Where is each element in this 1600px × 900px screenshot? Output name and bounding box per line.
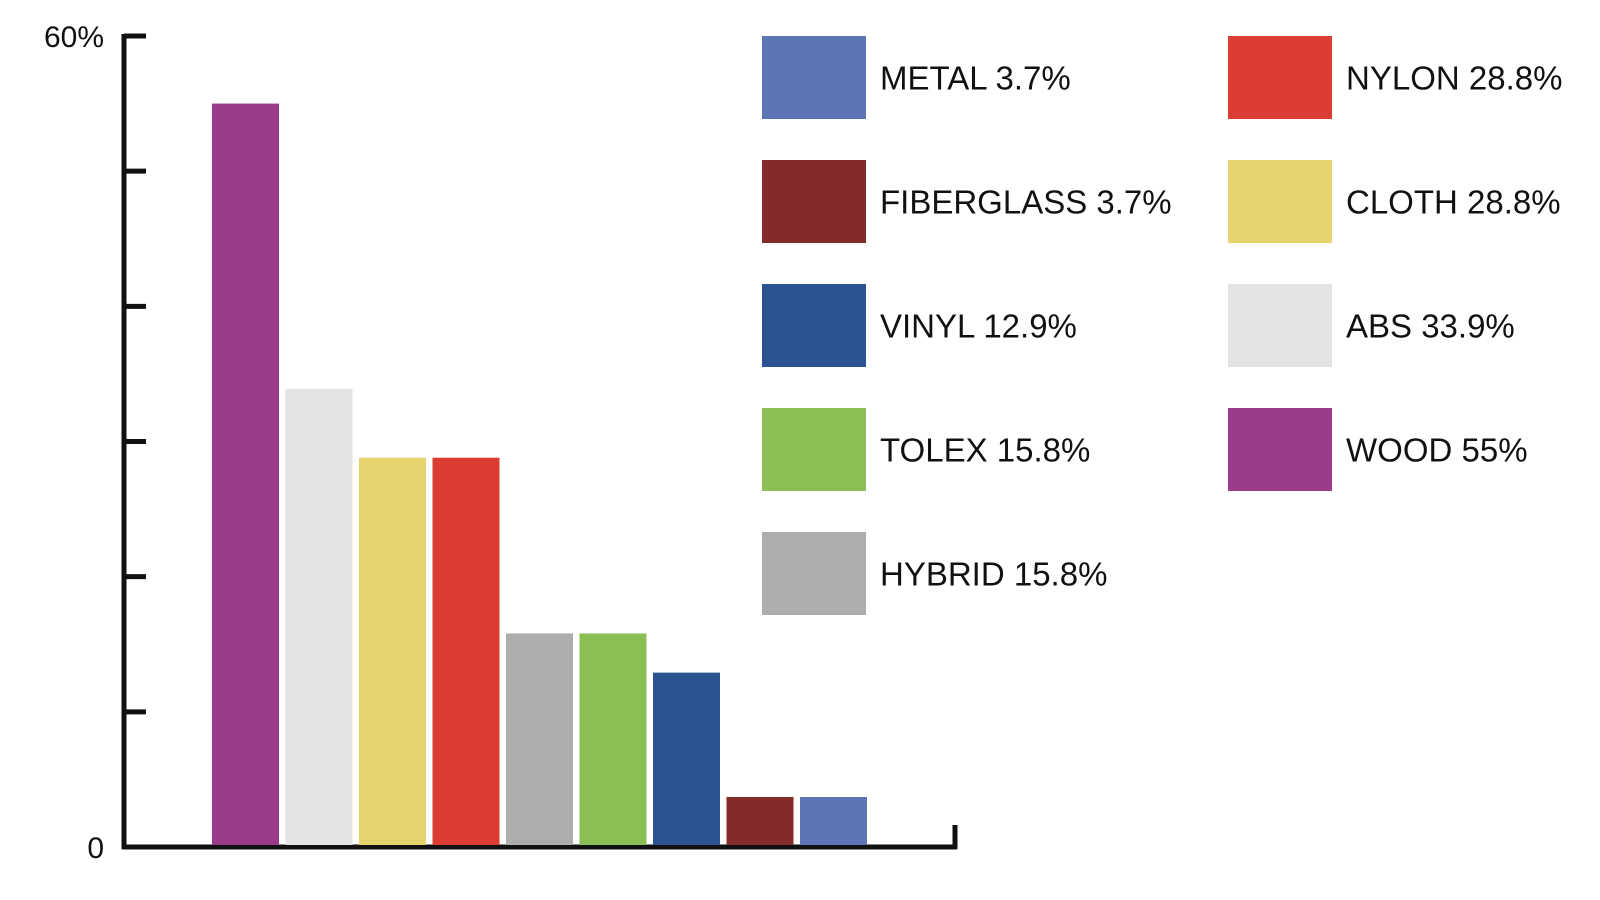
legend-item: VINYL 12.9% <box>762 284 1077 367</box>
bar-metal <box>800 796 867 845</box>
y-tick-label: 0 <box>87 832 104 865</box>
bar-tolex <box>579 633 647 845</box>
legend-swatch <box>1228 284 1332 367</box>
legend: METAL 3.7% FIBERGLASS 3.7% VINYL 12.9% TOLE… <box>762 36 1562 615</box>
legend-label: HYBRID 15.8% <box>880 556 1107 593</box>
bars <box>212 103 867 846</box>
legend-item: WOOD 55% <box>1228 408 1528 491</box>
legend-item: TOLEX 15.8% <box>762 408 1090 491</box>
legend-item: ABS 33.9% <box>1228 284 1515 367</box>
legend-swatch <box>1228 160 1332 243</box>
x-axis <box>122 825 958 850</box>
legend-label: WOOD 55% <box>1346 432 1528 469</box>
bar-hybrid <box>506 633 573 845</box>
legend-swatch <box>762 408 866 491</box>
y-axis: 0 60% <box>44 21 146 865</box>
legend-label: NYLON 28.8% <box>1346 60 1562 97</box>
legend-item: FIBERGLASS 3.7% <box>762 160 1172 243</box>
legend-swatch <box>762 160 866 243</box>
legend-label: FIBERGLASS 3.7% <box>880 184 1172 221</box>
legend-label: ABS 33.9% <box>1346 308 1515 345</box>
legend-swatch <box>1228 36 1332 119</box>
y-tick-label: 60% <box>44 21 104 54</box>
legend-swatch <box>762 284 866 367</box>
bar-nylon <box>432 457 500 845</box>
bar-wood <box>212 103 279 846</box>
legend-item: CLOTH 28.8% <box>1228 160 1561 243</box>
legend-swatch <box>1228 408 1332 491</box>
bar-abs <box>285 388 353 845</box>
legend-swatch <box>762 532 866 615</box>
legend-label: METAL 3.7% <box>880 60 1071 97</box>
bar-fiberglass <box>726 796 794 845</box>
legend-swatch <box>762 36 866 119</box>
legend-label: TOLEX 15.8% <box>880 432 1090 469</box>
legend-label: CLOTH 28.8% <box>1346 184 1561 221</box>
legend-label: VINYL 12.9% <box>880 308 1077 345</box>
legend-item: HYBRID 15.8% <box>762 532 1107 615</box>
legend-item: NYLON 28.8% <box>1228 36 1562 119</box>
bar-cloth <box>359 457 426 845</box>
legend-item: METAL 3.7% <box>762 36 1071 119</box>
bar-vinyl <box>653 672 720 845</box>
